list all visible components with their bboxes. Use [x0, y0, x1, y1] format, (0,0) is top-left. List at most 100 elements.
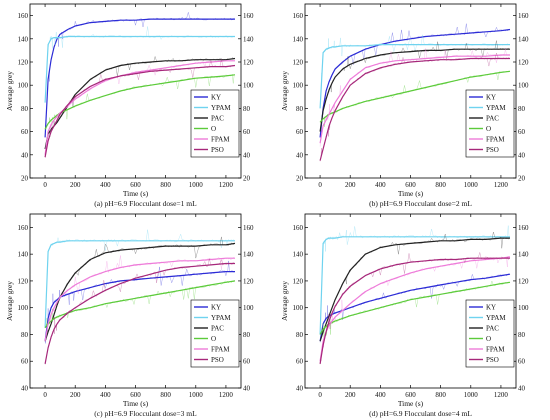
x-tick-label: 0: [318, 391, 322, 399]
y-tick-label: 80: [21, 105, 29, 113]
legend-label-pac: PAC: [486, 325, 499, 333]
series-line-o: [319, 281, 511, 335]
y-axis-label: Average grey: [280, 281, 289, 321]
x-tick-label: 800: [435, 391, 446, 399]
y-tick-label: 60: [21, 128, 29, 136]
x-tick-label: 200: [70, 181, 81, 189]
x-tick-label: 1000: [464, 181, 479, 189]
legend-label-pso: PSO: [211, 146, 224, 154]
y-tick-label-right: 100: [243, 304, 254, 312]
y-tick-label: 160: [293, 12, 304, 20]
y-tick-label-right: 20: [518, 175, 526, 183]
series-line-pac: [319, 237, 510, 342]
y-tick-label-right: 80: [243, 105, 251, 113]
y-tick-label-right: 160: [518, 224, 529, 232]
y-tick-label-right: 40: [518, 385, 526, 393]
y-tick-label: 140: [293, 251, 304, 259]
x-tick-label: 600: [405, 181, 416, 189]
y-tick-label: 140: [18, 251, 29, 259]
chart-panel-2: 0 200 400 600 800 1000 1200 20 20 40 40 60 60 80 80 100…: [280, 3, 529, 208]
chart-panel-4: 0 200 400 600 800 1000 1200 40 40 60 60 80 80 100 100 1…: [280, 213, 529, 418]
legend-label-pac: PAC: [486, 115, 499, 123]
legend-label-ky: KY: [211, 304, 221, 312]
y-tick-label: 40: [21, 151, 29, 159]
series-line-ypam: [319, 44, 510, 109]
y-tick-label-right: 100: [518, 304, 529, 312]
series-line-ypam: [44, 35, 235, 103]
y-tick-label: 20: [296, 175, 304, 183]
y-tick-label: 140: [293, 35, 304, 43]
x-tick-label: 800: [435, 181, 446, 189]
y-tick-label: 60: [21, 358, 29, 366]
y-tick-label-right: 80: [243, 331, 251, 339]
legend-label-pac: PAC: [211, 115, 224, 123]
y-tick-label: 140: [18, 35, 29, 43]
x-tick-label: 0: [43, 391, 47, 399]
y-tick-label: 40: [296, 151, 304, 159]
y-tick-label-right: 140: [518, 251, 529, 259]
y-tick-label: 40: [296, 385, 304, 393]
y-tick-label-right: 80: [518, 331, 526, 339]
legend-label-ky: KY: [211, 94, 221, 102]
x-tick-label: 1000: [464, 391, 479, 399]
legend-label-ky: KY: [486, 94, 496, 102]
legend-label-pso: PSO: [486, 146, 499, 154]
legend-label-ypam: YPAM: [486, 314, 506, 322]
panel-caption: (a) pH=6.9 Flocculant dose=1 mL: [94, 199, 197, 208]
x-tick-label: 400: [375, 181, 386, 189]
y-tick-label: 120: [18, 59, 29, 67]
y-tick-label: 120: [18, 277, 29, 285]
y-tick-label-right: 60: [518, 358, 526, 366]
y-tick-label: 160: [18, 12, 29, 20]
panel-caption: (d) pH=6.9 Flocculant dose=4 mL: [369, 409, 472, 418]
series-line-fpam: [44, 257, 235, 342]
y-tick-label-right: 60: [518, 128, 526, 136]
legend-label-pso: PSO: [486, 356, 499, 364]
series-line-ky: [44, 271, 235, 342]
legend-label-pac: PAC: [211, 325, 224, 333]
x-axis-label: Time (s): [398, 189, 424, 198]
legend-label-fpam: FPAM: [211, 346, 230, 354]
y-tick-label: 60: [296, 128, 304, 136]
y-tick-label: 100: [293, 304, 304, 312]
x-tick-label: 0: [43, 181, 47, 189]
y-tick-label: 160: [293, 224, 304, 232]
legend-label-fpam: FPAM: [211, 136, 230, 144]
legend-label-o: O: [211, 335, 216, 343]
series-line-ypam: [319, 236, 510, 335]
legend-box: [190, 299, 240, 368]
series-line-o: [44, 280, 236, 329]
legend-label-ky: KY: [486, 304, 496, 312]
y-tick-label-right: 160: [243, 12, 254, 20]
x-tick-label: 1200: [494, 391, 509, 399]
x-tick-label: 0: [318, 181, 322, 189]
legend-box: [190, 89, 240, 158]
x-tick-label: 800: [160, 181, 171, 189]
y-axis-label: Average grey: [5, 281, 14, 321]
x-tick-label: 400: [375, 391, 386, 399]
series-line-fpam: [319, 256, 511, 362]
legend-label-o: O: [211, 125, 216, 133]
series-line-pac: [44, 242, 236, 342]
legend-label-ypam: YPAM: [486, 104, 506, 112]
x-axis-label: Time (s): [123, 189, 149, 198]
x-tick-label: 200: [70, 391, 81, 399]
legend-box: [465, 89, 515, 158]
series-line-pso: [44, 64, 236, 158]
y-tick-label-right: 40: [243, 151, 251, 159]
x-axis-label: Time (s): [398, 399, 424, 408]
y-tick-label-right: 160: [243, 224, 254, 232]
y-tick-label-right: 80: [518, 105, 526, 113]
legend-label-o: O: [486, 335, 491, 343]
x-tick-label: 400: [100, 391, 111, 399]
x-tick-label: 1200: [219, 391, 234, 399]
y-tick-label: 80: [296, 331, 304, 339]
y-tick-label: 100: [18, 82, 29, 90]
y-tick-label: 100: [293, 82, 304, 90]
y-tick-label-right: 120: [518, 277, 529, 285]
y-tick-label-right: 40: [243, 385, 251, 393]
x-tick-label: 1000: [189, 181, 204, 189]
x-tick-label: 1200: [494, 181, 509, 189]
y-tick-label: 60: [296, 358, 304, 366]
